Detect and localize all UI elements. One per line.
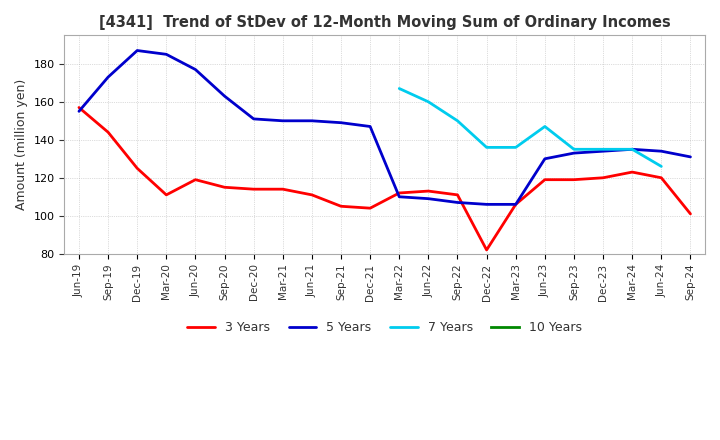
7 Years [657, 164, 666, 169]
5 Years [511, 202, 520, 207]
5 Years [337, 120, 346, 125]
5 Years [191, 67, 199, 72]
5 Years [453, 200, 462, 205]
3 Years [541, 177, 549, 182]
5 Years [570, 150, 578, 156]
5 Years [279, 118, 287, 124]
5 Years [104, 74, 112, 80]
5 Years [628, 147, 636, 152]
5 Years [686, 154, 695, 160]
Y-axis label: Amount (million yen): Amount (million yen) [15, 79, 28, 210]
3 Years [657, 175, 666, 180]
3 Years [395, 191, 404, 196]
7 Years [453, 118, 462, 124]
7 Years [395, 86, 404, 91]
3 Years [133, 165, 142, 171]
7 Years [628, 147, 636, 152]
3 Years [279, 187, 287, 192]
3 Years [307, 192, 316, 198]
5 Years [220, 93, 229, 99]
3 Years [453, 192, 462, 198]
7 Years [482, 145, 491, 150]
5 Years [395, 194, 404, 199]
5 Years [307, 118, 316, 124]
3 Years [570, 177, 578, 182]
3 Years [686, 211, 695, 216]
Line: 3 Years: 3 Years [79, 107, 690, 250]
Legend: 3 Years, 5 Years, 7 Years, 10 Years: 3 Years, 5 Years, 7 Years, 10 Years [182, 316, 587, 339]
5 Years [162, 51, 171, 57]
3 Years [366, 205, 374, 211]
5 Years [133, 48, 142, 53]
5 Years [541, 156, 549, 161]
5 Years [424, 196, 433, 202]
3 Years [249, 187, 258, 192]
7 Years [541, 124, 549, 129]
7 Years [424, 99, 433, 104]
5 Years [657, 149, 666, 154]
3 Years [482, 247, 491, 253]
5 Years [249, 116, 258, 121]
3 Years [191, 177, 199, 182]
3 Years [220, 185, 229, 190]
7 Years [511, 145, 520, 150]
5 Years [482, 202, 491, 207]
3 Years [424, 188, 433, 194]
Line: 5 Years: 5 Years [79, 51, 690, 204]
5 Years [75, 109, 84, 114]
3 Years [162, 192, 171, 198]
3 Years [511, 202, 520, 207]
3 Years [337, 204, 346, 209]
Line: 7 Years: 7 Years [400, 88, 662, 166]
3 Years [75, 105, 84, 110]
5 Years [366, 124, 374, 129]
Title: [4341]  Trend of StDev of 12-Month Moving Sum of Ordinary Incomes: [4341] Trend of StDev of 12-Month Moving… [99, 15, 670, 30]
7 Years [599, 147, 608, 152]
5 Years [599, 149, 608, 154]
3 Years [599, 175, 608, 180]
7 Years [570, 147, 578, 152]
3 Years [104, 129, 112, 135]
3 Years [628, 169, 636, 175]
